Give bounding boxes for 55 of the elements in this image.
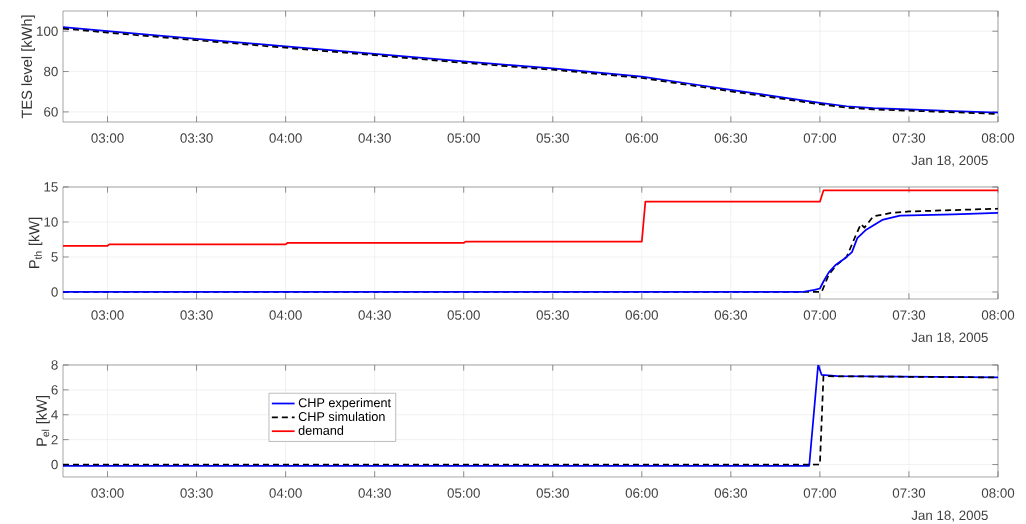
y-tick-label: 10 xyxy=(44,217,58,227)
x-tick-label: 05:00 xyxy=(447,488,480,498)
y-tick-label: 5 xyxy=(51,252,58,262)
x-tick-label: 04:00 xyxy=(269,488,302,498)
y-axis-title: P$_{el}$ [kW] xyxy=(36,396,50,446)
y-axis-title: TES level [kWh] xyxy=(21,15,35,119)
x-tick-label: 04:00 xyxy=(269,133,302,143)
legend-label: CHP experiment xyxy=(298,397,391,410)
y-tick-label: 8 xyxy=(51,360,58,370)
x-tick-label: 05:00 xyxy=(447,133,480,143)
x-tick-label: 07:00 xyxy=(803,133,837,143)
x-tick-label: 07:00 xyxy=(803,310,837,320)
x-tick-label: 08:00 xyxy=(981,133,1015,143)
x-tick-label: 06:00 xyxy=(625,133,658,143)
x-tick-label: 04:30 xyxy=(358,133,391,143)
x-tick-label: 03:00 xyxy=(91,488,124,498)
text: Jan 18, 2005 xyxy=(911,510,988,522)
x-tick-label: 07:30 xyxy=(892,488,926,498)
x-tick-label: 08:00 xyxy=(981,310,1015,320)
x-tick-label: 07:00 xyxy=(803,488,837,498)
text: Jan 18, 2005 xyxy=(911,332,988,344)
x-tick-label: 08:00 xyxy=(981,488,1015,498)
y-tick-label: 0 xyxy=(51,287,58,297)
x-tick-label: 07:30 xyxy=(892,133,926,143)
x-tick-label: 05:30 xyxy=(536,310,569,320)
x-tick-label: 06:30 xyxy=(714,488,748,498)
y-tick-label: 0 xyxy=(51,459,58,470)
y-tick-label: 60 xyxy=(44,107,58,117)
x-tick-label: 03:00 xyxy=(91,133,124,143)
y-tick-label: 15 xyxy=(44,182,58,192)
x-tick-label: 05:00 xyxy=(447,310,480,320)
x-tick-label: 07:30 xyxy=(892,310,926,320)
x-tick-label: 03:00 xyxy=(91,310,124,320)
y-axis-title: P$_{th}$ [kW] xyxy=(28,217,43,268)
x-tick-label: 03:30 xyxy=(180,310,213,320)
y-tick-label: 6 xyxy=(51,385,58,395)
x-tick-label: 04:00 xyxy=(269,310,302,320)
y-tick-label: 80 xyxy=(44,66,58,77)
y-tick-label: 4 xyxy=(51,410,58,420)
x-tick-label: 03:30 xyxy=(180,133,213,143)
x-tick-label: 05:30 xyxy=(536,488,569,498)
text: Jan 18, 2005 xyxy=(911,155,988,167)
x-tick-label: 05:30 xyxy=(536,133,569,143)
x-tick-label: 06:30 xyxy=(714,310,748,320)
y-tick-label: 2 xyxy=(51,435,58,445)
x-tick-label: 04:30 xyxy=(358,488,391,498)
x-tick-label: 03:30 xyxy=(180,488,213,498)
legend-label: CHP simulation xyxy=(298,411,385,422)
x-tick-label: 06:00 xyxy=(625,488,658,498)
legend-label: demand xyxy=(298,425,344,435)
x-tick-label: 06:00 xyxy=(625,310,658,320)
y-tick-label: 100 xyxy=(37,26,58,36)
x-tick-label: 04:30 xyxy=(358,310,391,320)
x-tick-label: 06:30 xyxy=(714,133,748,143)
line-series xyxy=(63,189,998,247)
